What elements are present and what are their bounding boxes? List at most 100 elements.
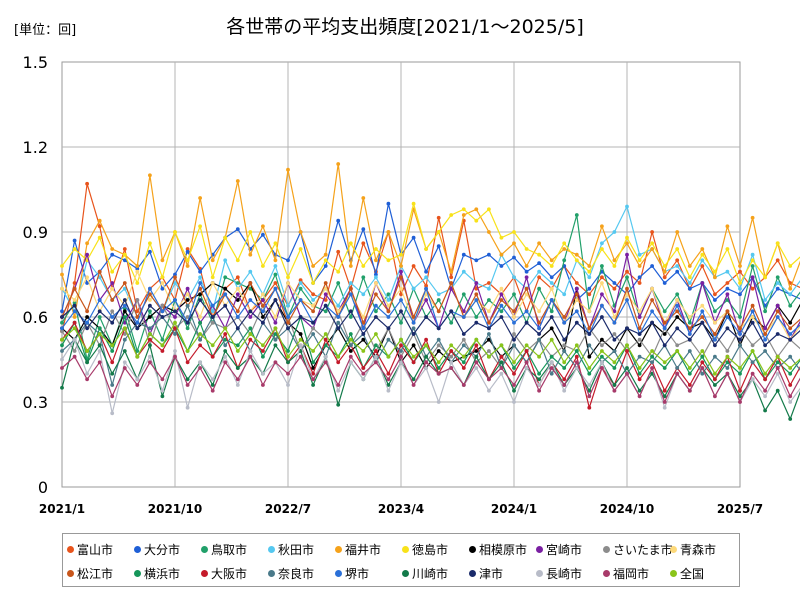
data-point	[424, 283, 428, 288]
data-point	[449, 286, 454, 291]
data-point	[424, 315, 428, 319]
legend-marker	[201, 545, 208, 553]
data-point	[612, 286, 617, 291]
data-point	[386, 298, 391, 302]
data-point	[148, 337, 152, 342]
data-point	[399, 269, 403, 274]
data-point	[424, 337, 428, 342]
data-point	[738, 326, 742, 331]
data-point	[273, 360, 278, 365]
data-point	[323, 286, 328, 291]
data-point	[574, 309, 579, 314]
data-point	[273, 286, 278, 291]
y-tick-label: 0.3	[23, 393, 48, 412]
data-point	[97, 343, 102, 348]
data-point	[210, 315, 215, 319]
data-point	[336, 281, 341, 285]
data-point	[148, 298, 152, 302]
data-point	[72, 354, 77, 359]
data-point	[261, 232, 265, 237]
data-point	[235, 309, 240, 314]
data-point	[650, 286, 654, 291]
data-point	[173, 298, 177, 302]
data-point	[298, 332, 303, 336]
data-point	[713, 383, 717, 387]
data-point	[775, 371, 780, 376]
data-point	[160, 349, 165, 353]
data-point	[700, 303, 705, 308]
data-point	[411, 354, 416, 359]
legend-marker	[603, 545, 610, 553]
data-point	[650, 309, 654, 314]
data-point	[261, 292, 265, 297]
data-point	[662, 394, 667, 399]
data-point	[311, 298, 315, 302]
data-point	[198, 320, 203, 325]
data-point	[85, 377, 89, 382]
data-point	[713, 332, 717, 336]
data-point	[60, 385, 64, 390]
data-point	[248, 337, 253, 342]
data-point	[374, 354, 378, 359]
data-point	[675, 343, 680, 348]
data-point	[625, 343, 629, 348]
data-point	[788, 292, 793, 297]
data-point	[173, 309, 177, 314]
data-point	[499, 315, 504, 319]
data-point	[436, 337, 441, 342]
data-point	[612, 258, 617, 263]
data-point	[374, 272, 378, 277]
data-point	[386, 337, 391, 342]
legend-label: 奈良市	[278, 566, 315, 581]
data-point	[637, 332, 642, 336]
data-point	[537, 261, 541, 266]
legend-item: 富山市	[67, 538, 113, 560]
data-point	[750, 377, 755, 382]
data-point	[587, 292, 592, 297]
data-point	[311, 377, 315, 382]
data-point	[411, 320, 416, 325]
data-point	[587, 371, 592, 376]
legend-marker	[67, 569, 74, 577]
data-point	[600, 303, 604, 308]
data-point	[399, 275, 403, 280]
data-point	[436, 400, 441, 404]
data-point	[286, 360, 290, 365]
data-point	[461, 383, 466, 387]
data-point	[625, 269, 629, 274]
data-point	[474, 315, 479, 319]
data-point	[185, 360, 190, 365]
data-point	[336, 249, 341, 254]
data-point	[725, 315, 730, 319]
series-line	[61, 316, 800, 380]
data-point	[637, 366, 642, 370]
data-point	[424, 275, 428, 280]
data-point	[148, 309, 152, 314]
legend-row: 富山市 大分市 鳥取市 秋田市 福井市 徳島市 相模原市 宮崎市 さいたま市 青森市	[63, 538, 739, 560]
data-point	[185, 383, 190, 387]
data-point	[725, 354, 730, 359]
data-point	[512, 371, 516, 376]
data-point	[173, 230, 177, 234]
data-point	[549, 286, 554, 291]
data-point	[336, 162, 341, 166]
series-line	[61, 183, 800, 332]
data-point	[97, 298, 102, 302]
data-point	[148, 292, 152, 297]
data-point	[512, 337, 516, 342]
data-point	[223, 235, 228, 240]
data-point	[725, 326, 730, 331]
data-point	[461, 343, 466, 348]
data-point	[135, 269, 140, 274]
data-point	[361, 320, 366, 325]
data-point	[298, 281, 303, 285]
legend-item: 堺市	[335, 562, 369, 584]
data-point	[411, 326, 416, 331]
data-point	[436, 326, 441, 331]
legend-marker	[134, 545, 141, 553]
data-point	[298, 337, 303, 342]
data-point	[411, 332, 416, 336]
data-point	[687, 320, 692, 325]
data-point	[85, 275, 89, 280]
data-point	[311, 349, 315, 353]
